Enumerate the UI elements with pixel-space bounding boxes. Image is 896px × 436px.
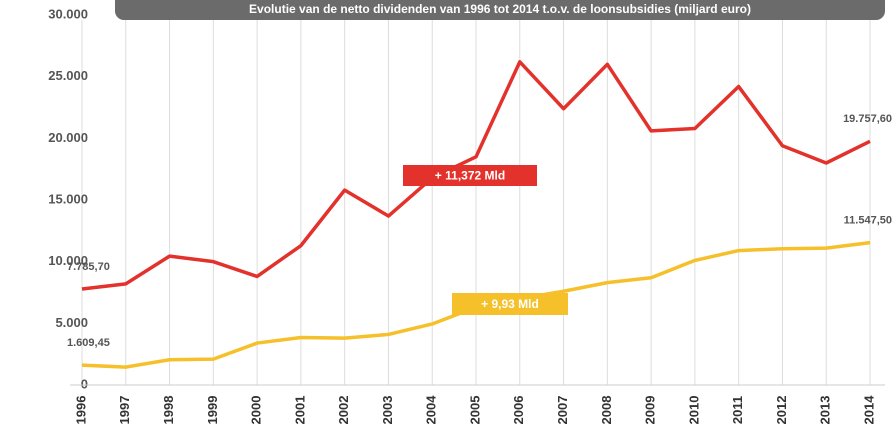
data-label: 19.757,60 [843, 113, 892, 125]
x-tick-label: 1999 [205, 396, 220, 425]
x-tick-label: 2003 [380, 396, 395, 425]
title-banner [115, 0, 885, 20]
x-tick-label: 2006 [511, 396, 526, 425]
x-tick-label: 2004 [424, 395, 439, 425]
x-tick-label: 2009 [643, 396, 658, 425]
y-tick-label: 30.000 [48, 6, 88, 21]
x-tick-label: 2001 [292, 396, 307, 425]
y-tick-label: 10.000 [48, 253, 88, 268]
x-tick-label: 1996 [73, 396, 88, 425]
x-tick-label: 2008 [599, 396, 614, 425]
data-label: 1.609,45 [67, 337, 110, 349]
annotation: + 11,372 Mld [435, 169, 505, 183]
annotation: + 9,93 Mld [481, 297, 539, 311]
y-tick-label: 25.000 [48, 68, 88, 83]
y-tick-label: 0 [81, 376, 88, 391]
y-tick-label: 15.000 [48, 191, 88, 206]
x-tick-label: 2011 [730, 396, 745, 424]
x-tick-label: 2007 [555, 396, 570, 425]
x-tick-label: 2010 [686, 396, 701, 425]
y-tick-label: 20.000 [48, 130, 88, 145]
chart-title: Evolutie van de netto dividenden van 199… [249, 2, 751, 16]
x-tick-label: 2002 [336, 396, 351, 425]
x-tick-label: 2013 [818, 396, 833, 425]
annotation-box [403, 165, 537, 186]
data-label: 7.785,70 [67, 261, 110, 273]
x-tick-label: 1998 [161, 396, 176, 425]
y-tick-label: 5.000 [55, 315, 88, 330]
x-tick-label: 2005 [467, 396, 482, 425]
series-line [81, 60, 871, 291]
x-tick-label: 2014 [861, 395, 876, 425]
data-label: 11.547,50 [844, 214, 892, 226]
x-tick-label: 1997 [117, 396, 132, 425]
x-tick-label: 2000 [249, 396, 264, 425]
annotation-box [452, 293, 568, 315]
x-tick-label: 2012 [774, 396, 789, 425]
